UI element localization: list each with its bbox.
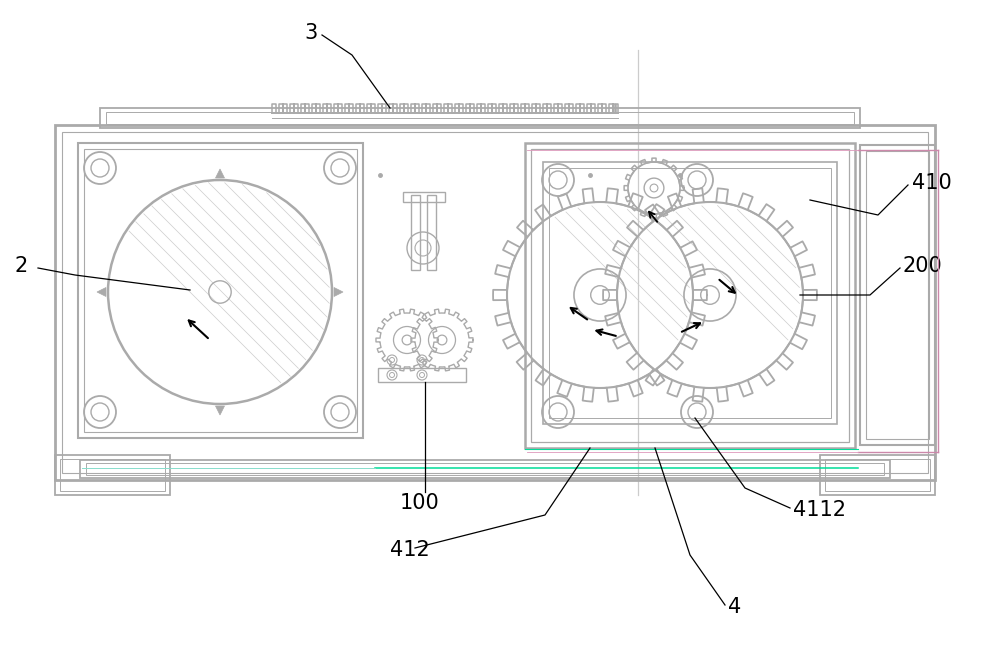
Text: 3: 3 [305, 23, 318, 43]
Bar [411, 195, 420, 270]
Bar [60, 459, 165, 491]
Bar [55, 125, 935, 480]
Text: 412: 412 [390, 540, 430, 560]
Bar [543, 162, 837, 424]
Bar [100, 108, 860, 128]
Bar [860, 145, 935, 445]
Bar [403, 192, 445, 202]
Bar [825, 459, 930, 491]
Bar [106, 112, 854, 124]
Bar [55, 455, 170, 495]
Polygon shape [97, 288, 106, 297]
Bar [525, 143, 855, 448]
Text: 4: 4 [728, 597, 741, 617]
Text: 2: 2 [15, 256, 28, 276]
Text: 410: 410 [912, 173, 952, 193]
Bar [866, 151, 929, 439]
Bar [378, 368, 466, 382]
Polygon shape [215, 169, 224, 178]
Bar [549, 168, 831, 418]
Text: 100: 100 [400, 493, 440, 513]
Bar [84, 149, 357, 432]
Bar [531, 149, 849, 442]
Bar [78, 143, 363, 438]
Polygon shape [216, 406, 224, 415]
Bar [62, 132, 928, 473]
Text: 4112: 4112 [793, 500, 846, 520]
Polygon shape [334, 288, 343, 297]
Bar [820, 455, 935, 495]
Text: 200: 200 [903, 256, 943, 276]
Bar [427, 195, 436, 270]
Bar [86, 463, 884, 475]
Bar [80, 460, 890, 478]
